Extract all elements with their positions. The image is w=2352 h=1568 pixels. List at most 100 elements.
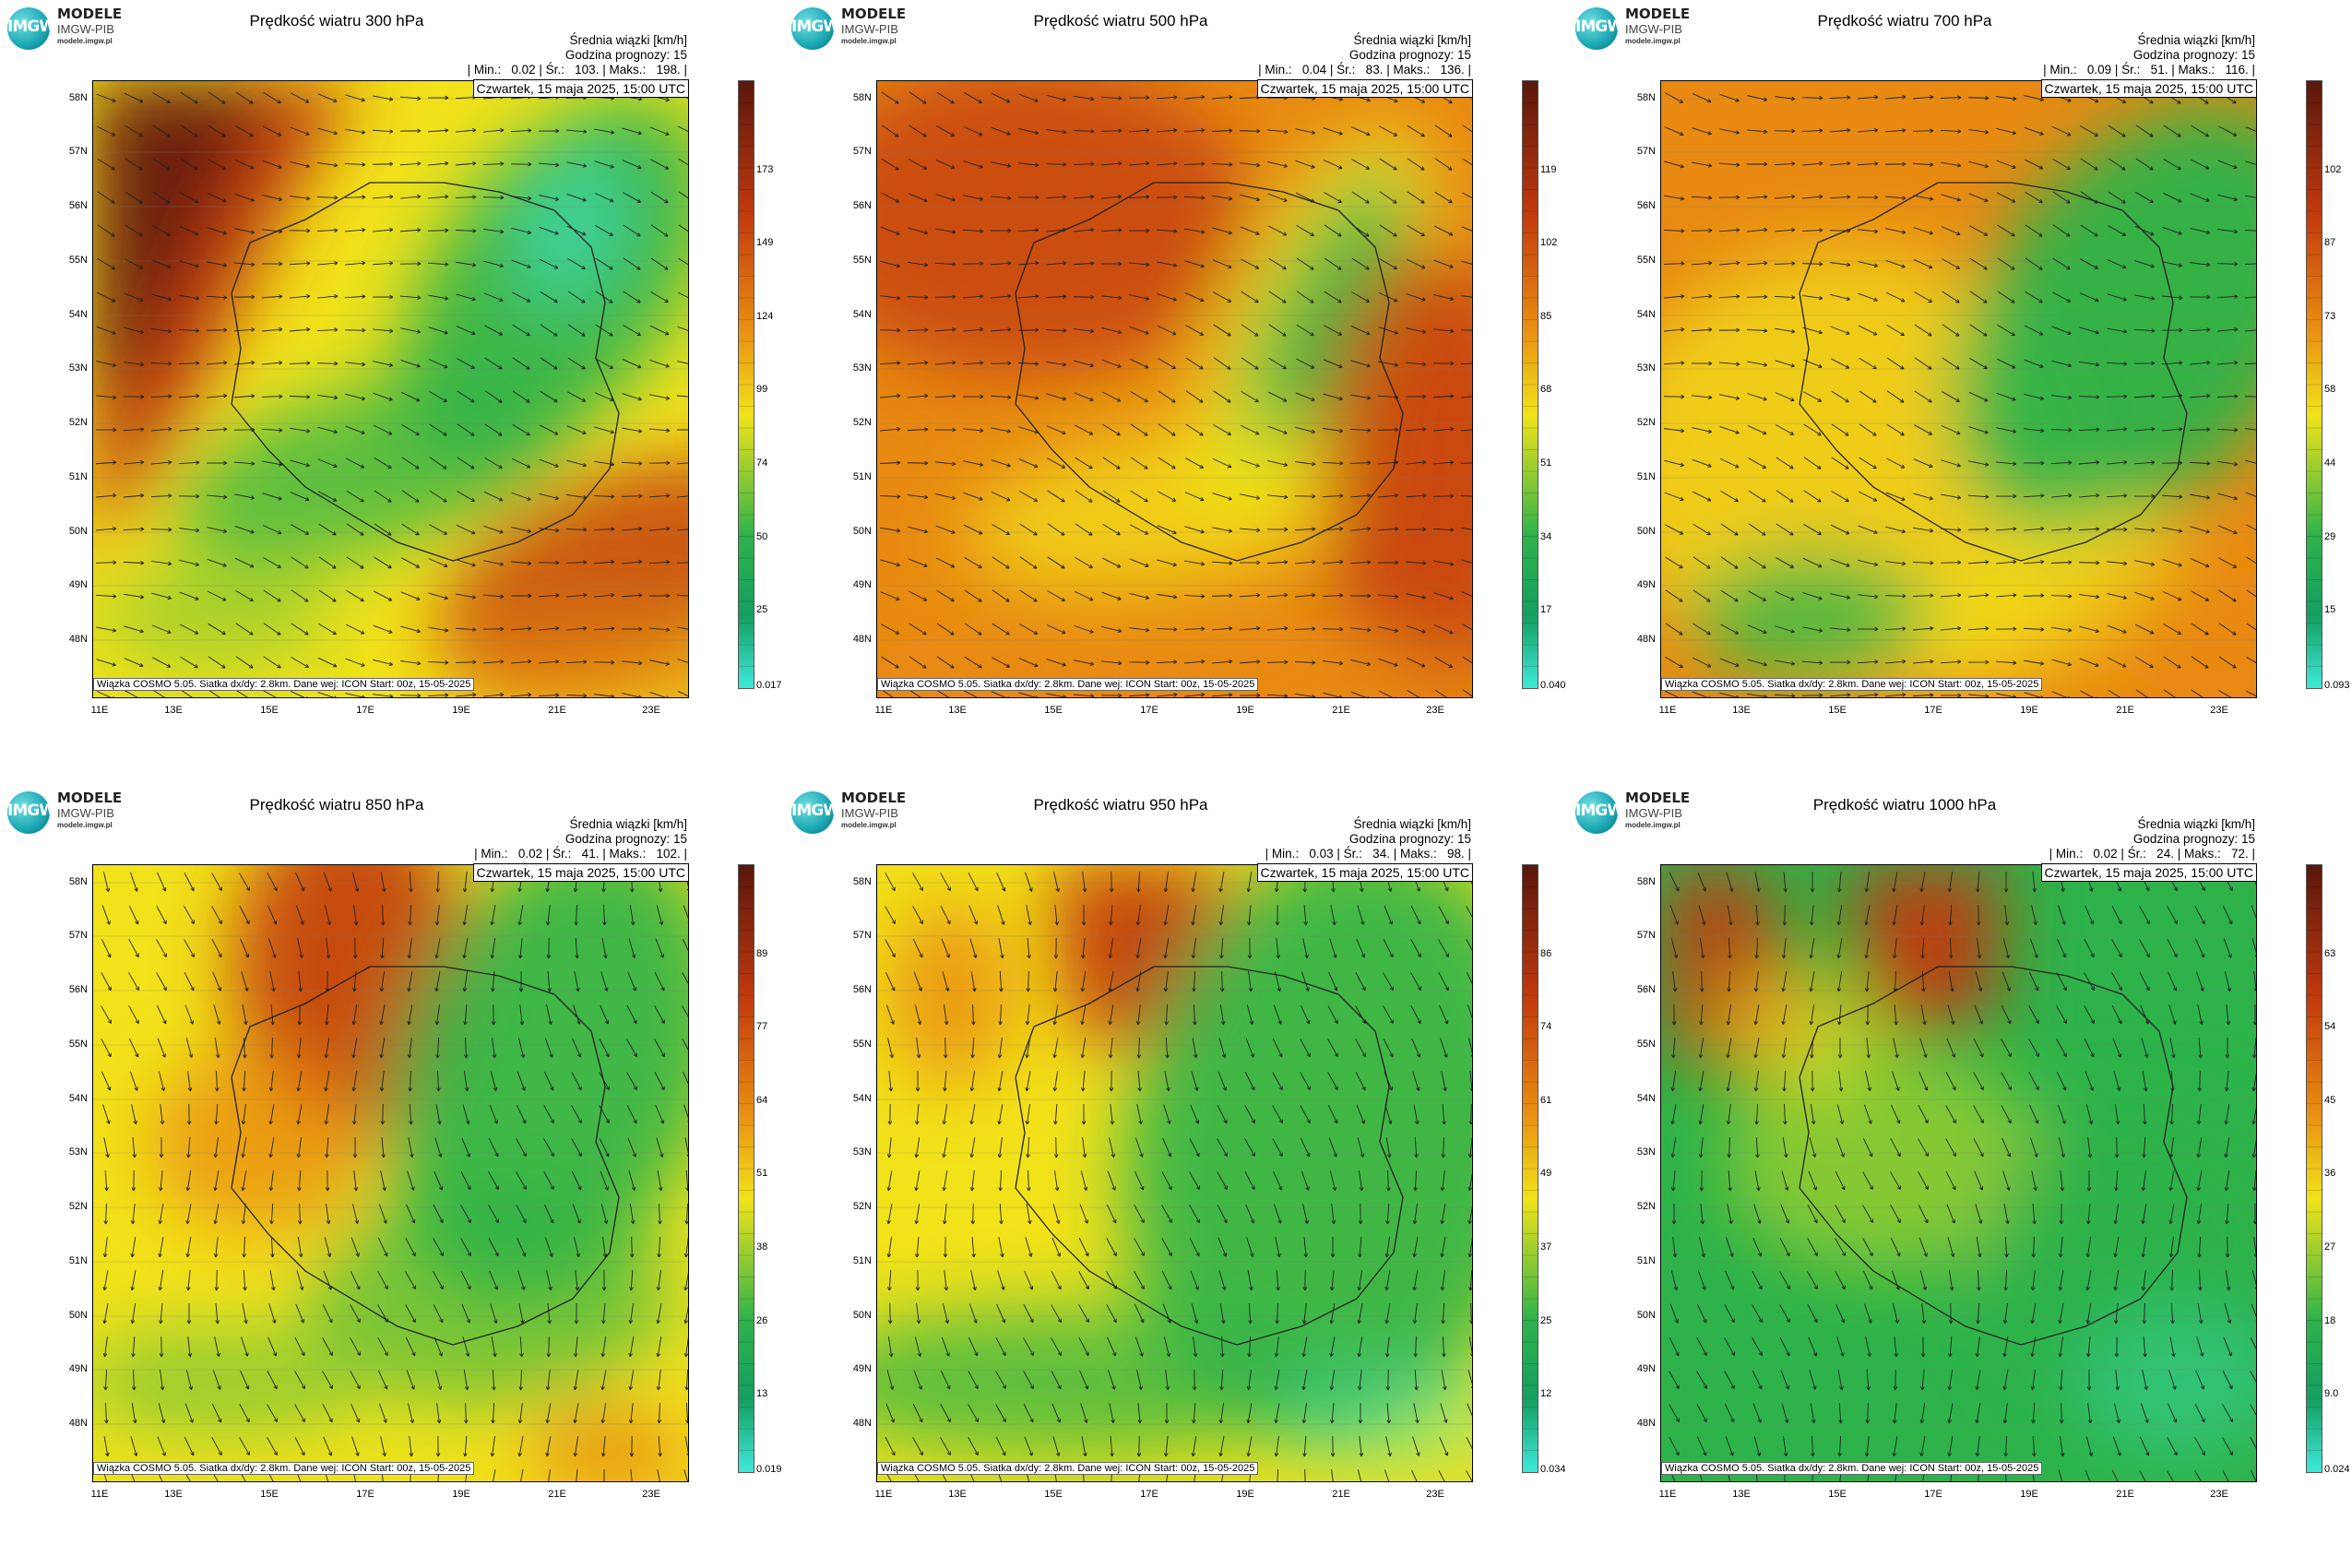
colorbar-tick-label: 102	[2324, 164, 2342, 175]
panel-title: Prędkość wiatru 300 hPa	[249, 12, 424, 30]
colorbar-tick-label: 9.0	[2324, 1388, 2339, 1399]
colorbar-tick-label: 89	[756, 948, 768, 959]
panel-6: IMGW MODELE IMGW-PIB modele.imgw.pl Pręd…	[1568, 784, 2352, 1568]
info-forecast-hour: Godzina prognozy: 15	[1348, 48, 1471, 62]
imgw-logo-icon: IMGW	[1575, 7, 1618, 50]
colorbar-fill	[739, 865, 754, 1472]
logo-text: IMGW	[791, 18, 834, 36]
colorbar-tick-label: 64	[756, 1095, 768, 1106]
wind-speed-map	[92, 80, 689, 698]
lat-tick-label: 56N	[852, 984, 872, 995]
panel-2: IMGW MODELE IMGW-PIB modele.imgw.pl Pręd…	[784, 0, 1568, 784]
lat-tick-label: 53N	[1636, 1146, 1656, 1158]
lon-tick-label: 13E	[164, 705, 183, 716]
lat-tick-label: 55N	[68, 255, 88, 266]
colorbar-tick-label: 74	[756, 457, 768, 469]
info-block: Średnia wiązki [km/h] Godzina prognozy: …	[1349, 817, 1471, 847]
lat-tick-label: 57N	[68, 146, 88, 157]
lat-tick-label: 48N	[1636, 634, 1656, 645]
panel-1: IMGW MODELE IMGW-PIB modele.imgw.pl Pręd…	[0, 0, 784, 784]
panel-title: Prędkość wiatru 1000 hPa	[1812, 796, 1997, 814]
field-region	[305, 1188, 674, 1409]
field-region	[93, 561, 333, 671]
panel-title: Prędkość wiatru 700 hPa	[1817, 12, 1992, 30]
logo-text: IMGW	[1575, 18, 1618, 36]
lat-tick-label: 56N	[68, 984, 88, 995]
field-region	[444, 616, 688, 697]
logo-text: IMGW	[791, 802, 834, 820]
colorbar-tick-label: 51	[1540, 457, 1552, 469]
lat-tick-label: 50N	[68, 526, 88, 537]
panel-title: Prędkość wiatru 850 hPa	[249, 796, 424, 814]
lat-tick-label: 52N	[852, 417, 872, 428]
lat-tick-label: 54N	[1636, 1093, 1656, 1104]
info-units: Średnia wiązki [km/h]	[569, 817, 687, 831]
lat-tick-label: 58N	[1636, 92, 1656, 103]
lon-tick-label: 11E	[90, 705, 109, 716]
colorbar-tick-label: 36	[2324, 1168, 2336, 1179]
lat-tick-label: 50N	[1636, 1310, 1656, 1321]
info-units: Średnia wiązki [km/h]	[2137, 33, 2255, 47]
colorbar-fill	[2307, 865, 2322, 1472]
lat-tick-label: 51N	[68, 1255, 88, 1266]
colorbar-fill	[1523, 81, 1538, 688]
lat-tick-label: 53N	[68, 1146, 88, 1158]
brand-line3: modele.imgw.pl	[57, 37, 113, 45]
colorbar-tick-label: 87	[2324, 237, 2336, 248]
imgw-logo-icon: IMGW	[791, 791, 834, 834]
brand-line2: IMGW-PIB	[841, 806, 898, 820]
lon-tick-label: 19E	[2020, 705, 2038, 716]
colorbar-tick-label: 38	[756, 1241, 768, 1253]
lon-tick-label: 21E	[2116, 1489, 2134, 1500]
lat-tick-label: 48N	[68, 1418, 88, 1429]
colorbar-tick-label: 74	[1540, 1021, 1552, 1032]
lat-tick-label: 55N	[852, 255, 872, 266]
lat-tick-label: 56N	[1636, 200, 1656, 211]
lat-tick-label: 55N	[1636, 1039, 1656, 1050]
colorbar-tick-label: 77	[756, 1021, 768, 1032]
colorbar-tick-label: 51	[756, 1168, 768, 1179]
lon-tick-label: 17E	[356, 1489, 374, 1500]
brand-block: MODELE IMGW-PIB modele.imgw.pl	[57, 7, 122, 45]
lat-tick-label: 50N	[852, 526, 872, 537]
colorbar-tick-label: 61	[1540, 1095, 1552, 1106]
country-border	[1015, 182, 1404, 562]
model-footer: Wiązka COSMO 5.05. Siatka dx/dy: 2.8km. …	[877, 678, 1259, 691]
lat-tick-label: 56N	[852, 200, 872, 211]
date-box: Czwartek, 15 maja 2025, 15:00 UTC	[2040, 79, 2257, 98]
lon-tick-label: 11E	[1658, 705, 1677, 716]
lat-tick-label: 56N	[1636, 984, 1656, 995]
lon-tick-label: 15E	[260, 705, 279, 716]
info-forecast-hour: Godzina prognozy: 15	[2132, 832, 2255, 846]
brand-line1: MODELE	[841, 790, 907, 806]
date-box: Czwartek, 15 maja 2025, 15:00 UTC	[1256, 863, 1473, 882]
lon-tick-label: 13E	[1732, 705, 1751, 716]
lat-tick-label: 52N	[1636, 417, 1656, 428]
wind-speed-map	[1660, 80, 2257, 698]
brand-line1: MODELE	[57, 790, 123, 806]
field-region	[527, 1409, 688, 1481]
field-region	[386, 865, 688, 1301]
lon-tick-label: 23E	[1426, 1489, 1444, 1500]
lon-tick-label: 13E	[1732, 1489, 1751, 1500]
field-region	[1917, 505, 2180, 691]
wind-speed-map	[876, 864, 1473, 1482]
lon-tick-label: 21E	[1332, 705, 1350, 716]
brand-line2: IMGW-PIB	[841, 22, 898, 36]
colorbar-tick-label: 34	[1540, 531, 1552, 542]
model-footer: Wiązka COSMO 5.05. Siatka dx/dy: 2.8km. …	[93, 678, 475, 691]
lat-tick-label: 54N	[68, 1093, 88, 1104]
colorbar-fill	[2307, 81, 2322, 688]
lon-tick-label: 21E	[1332, 1489, 1350, 1500]
lat-tick-label: 56N	[68, 200, 88, 211]
lat-tick-label: 51N	[1636, 471, 1656, 482]
lat-tick-label: 52N	[852, 1201, 872, 1212]
lat-tick-label: 53N	[852, 1146, 872, 1158]
lat-tick-label: 53N	[68, 362, 88, 374]
colorbar-tick-label: 149	[756, 237, 774, 248]
brand-line3: modele.imgw.pl	[1625, 821, 1681, 829]
brand-block: MODELE IMGW-PIB modele.imgw.pl	[1625, 791, 1690, 829]
lon-tick-label: 17E	[1924, 705, 1942, 716]
info-units: Średnia wiązki [km/h]	[1353, 817, 1471, 831]
brand-line3: modele.imgw.pl	[841, 821, 897, 829]
